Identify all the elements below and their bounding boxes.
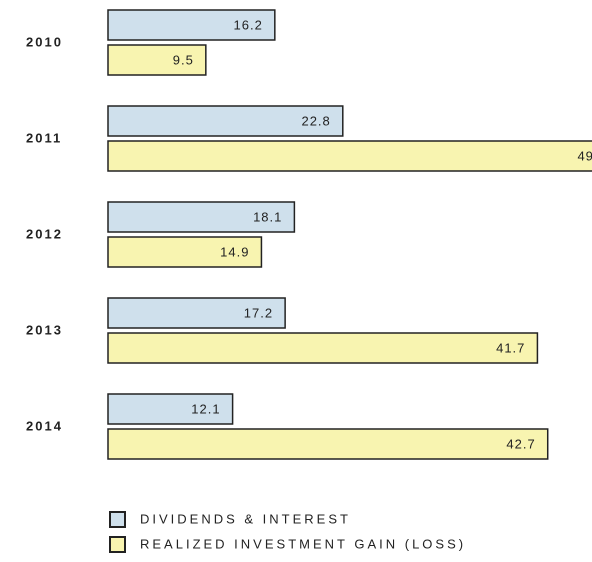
legend-label: DIVIDENDS & INTEREST: [140, 511, 351, 526]
data-label: 41.7: [496, 340, 525, 355]
data-label: 22.8: [301, 113, 330, 128]
y-tick-label: 2011: [26, 130, 62, 145]
y-tick-label: 2012: [26, 226, 63, 241]
data-label: 42.7: [506, 436, 535, 451]
y-tick-label: 2010: [26, 34, 63, 49]
data-label: 49.6: [577, 148, 592, 163]
bar: [107, 9, 276, 41]
data-label: 17.2: [244, 305, 273, 320]
bar: [107, 44, 207, 76]
y-tick-label: 2013: [26, 322, 63, 337]
bar: [107, 105, 344, 137]
bar: [107, 140, 592, 172]
bar: [107, 236, 263, 268]
bar: [107, 201, 296, 233]
data-label: 14.9: [220, 244, 249, 259]
legend-swatch: [109, 511, 126, 528]
legend-swatch: [109, 536, 126, 553]
bar: [107, 332, 539, 364]
y-tick-label: 2014: [26, 418, 63, 433]
data-label: 16.2: [234, 17, 263, 32]
data-label: 9.5: [173, 52, 194, 67]
bar: [107, 393, 234, 425]
bar: [107, 297, 286, 329]
bar: [107, 428, 549, 460]
legend-label: REALIZED INVESTMENT GAIN (LOSS): [140, 536, 466, 551]
data-label: 18.1: [253, 209, 282, 224]
data-label: 12.1: [191, 401, 220, 416]
